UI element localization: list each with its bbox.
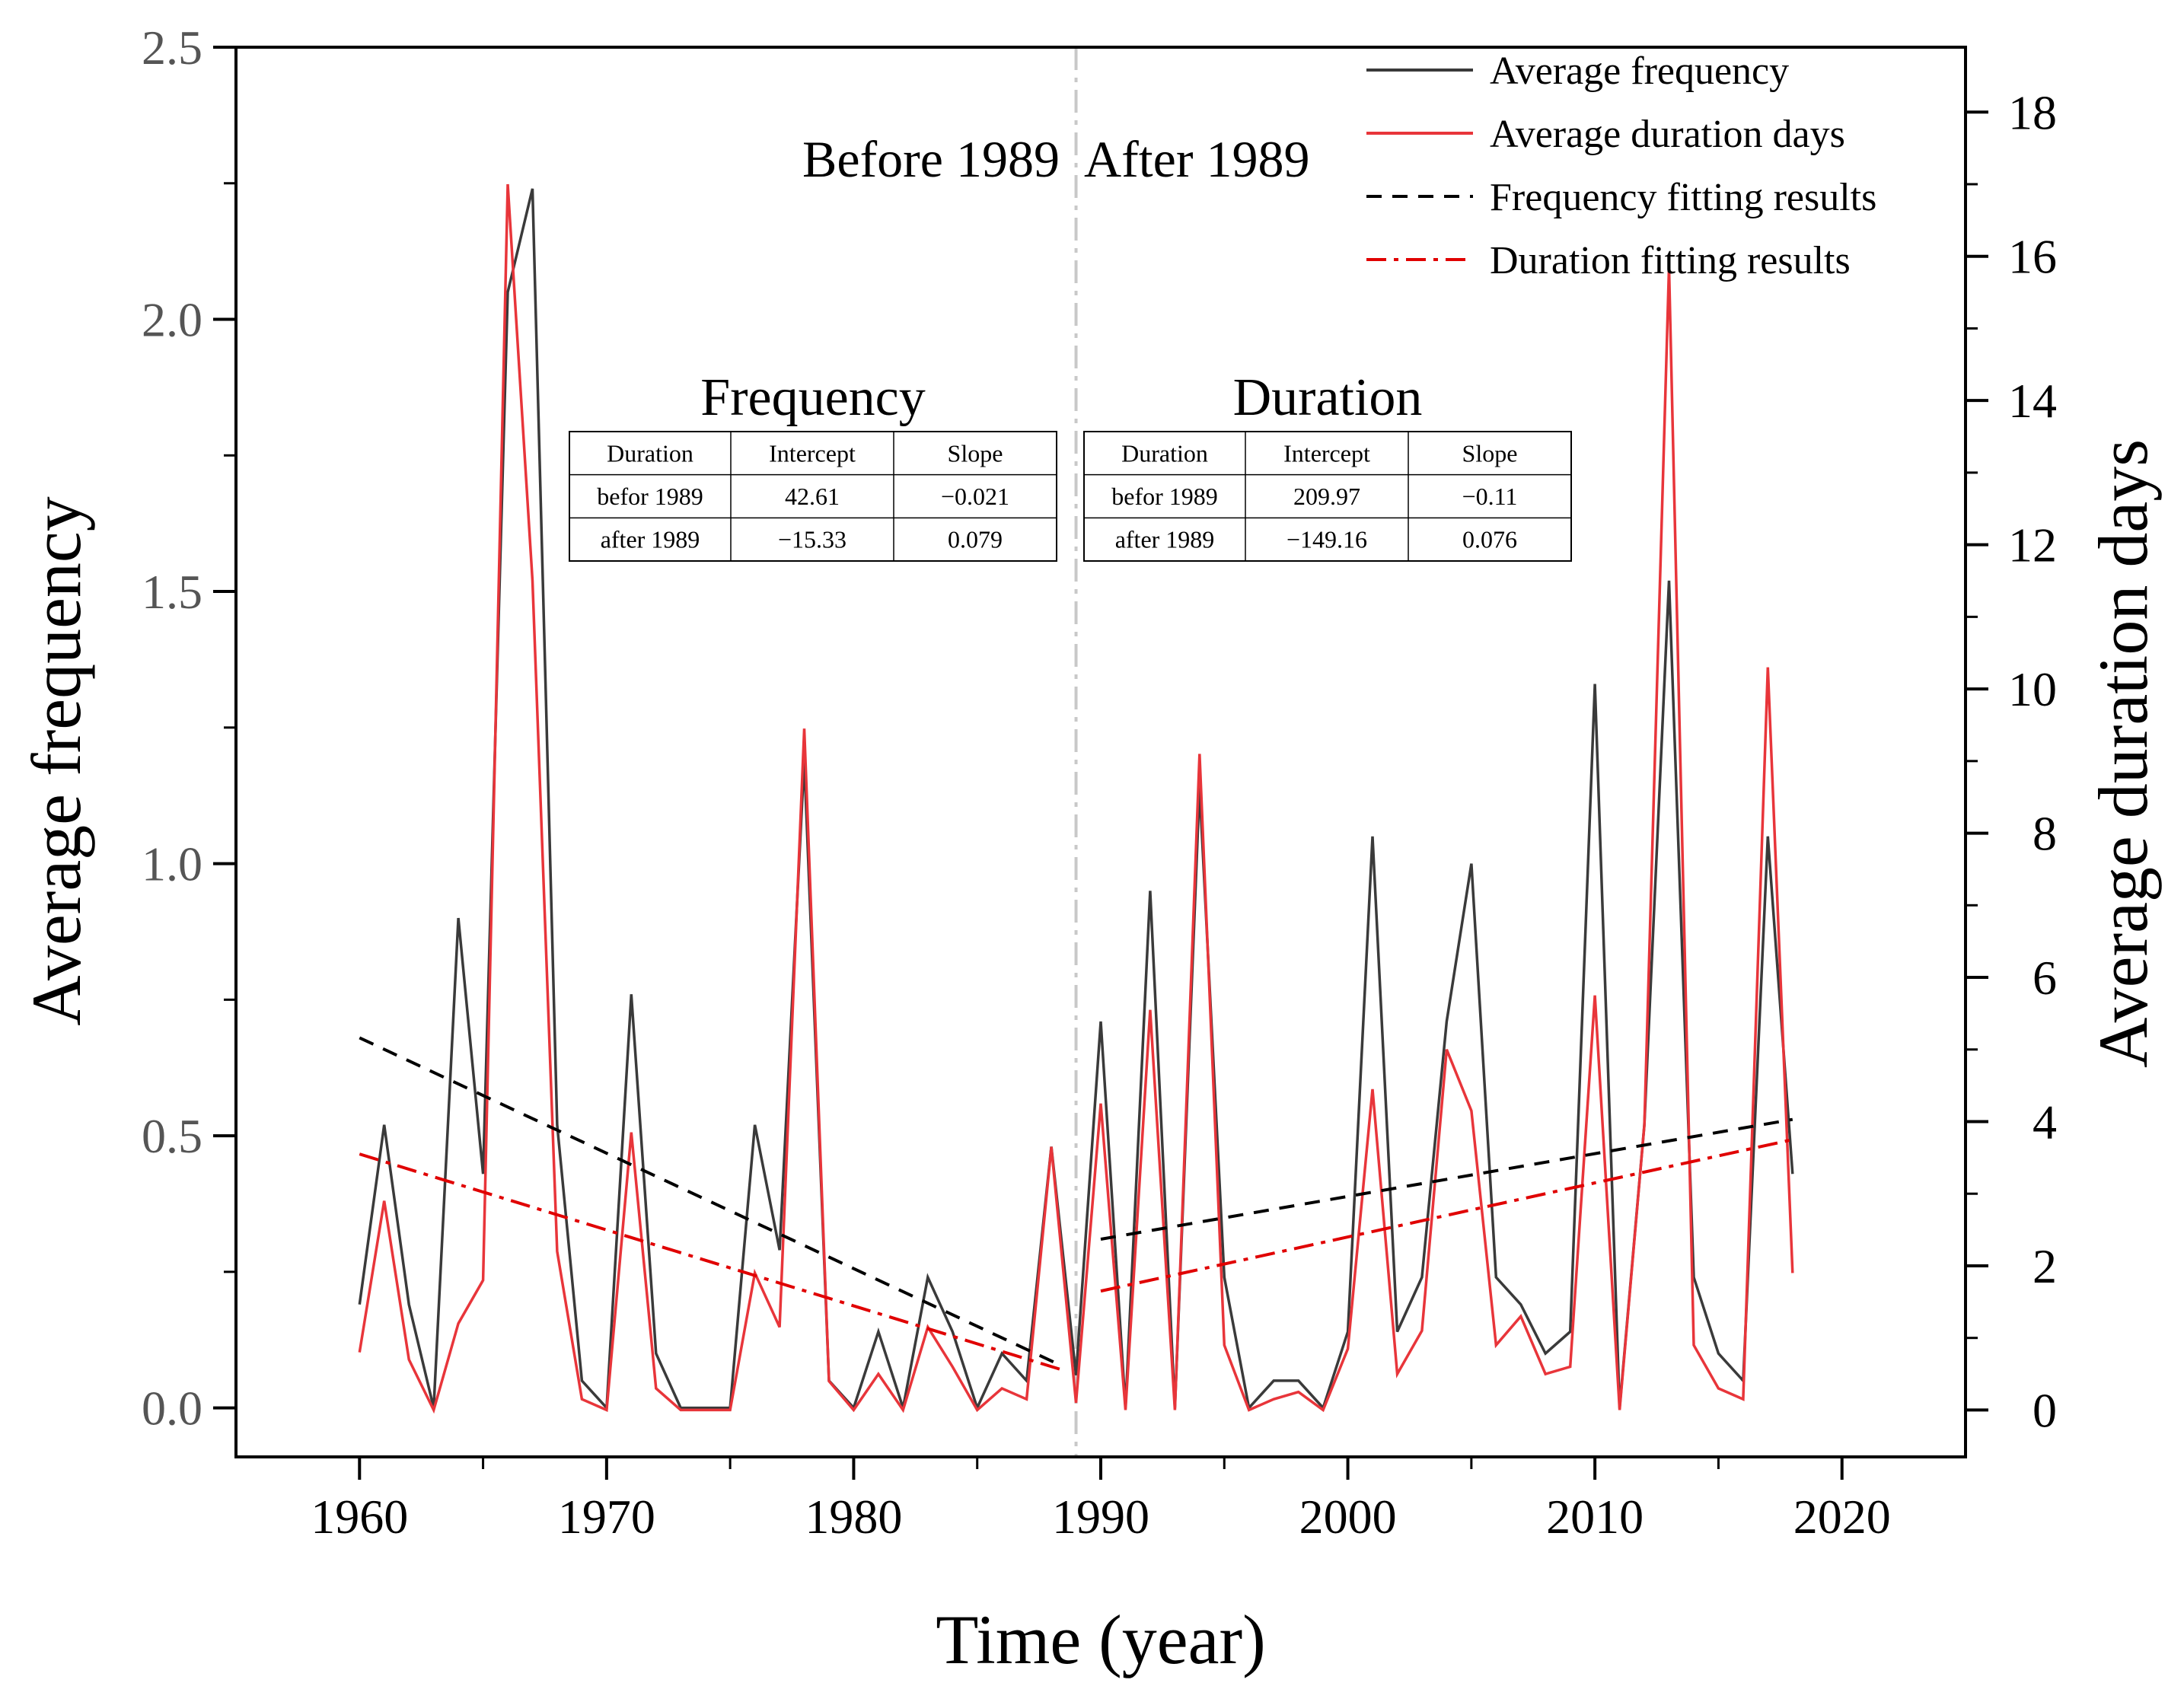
duration-fit-line-before: [359, 1152, 1064, 1372]
x-tick-label: 1980: [805, 1490, 902, 1544]
y2-tick-label: 12: [2008, 518, 2057, 572]
table-cell: −0.11: [1462, 483, 1518, 510]
axes: 1960 1970 1980 1990 2000 2010 20200.00.51.01.5…: [142, 21, 2057, 1544]
y2-axis-title: Average duration days: [2084, 439, 2162, 1068]
y2-tick-label: 10: [2008, 662, 2057, 716]
x-tick-label: 2000: [1299, 1490, 1397, 1544]
period-label-after: After 1989: [1084, 130, 1309, 188]
plot-area: [358, 47, 1794, 1457]
table-header-cell: Intercept: [1283, 439, 1370, 467]
y-tick-label: 1.5: [142, 565, 202, 619]
x-axis-title: Time (year): [936, 1601, 1266, 1678]
table-cell: −0.021: [941, 483, 1009, 510]
table-header-cell: Duration: [1121, 439, 1208, 467]
axis-titles: Time (year) Average frequency Average du…: [18, 130, 2162, 1678]
x-tick-label: 2010: [1546, 1490, 1644, 1544]
table-cell: befor 1989: [1111, 483, 1218, 510]
y2-tick-label: 16: [2008, 230, 2057, 284]
y-tick-label: 1.0: [142, 837, 202, 891]
table-cell: −15.33: [778, 526, 846, 553]
table-cell: befor 1989: [597, 483, 703, 510]
y2-tick-label: 14: [2008, 374, 2057, 428]
y-tick-label: 2.0: [142, 293, 202, 347]
duration-table: Duration Duration Intercept Slope befor 1989…: [1083, 368, 1572, 562]
y-tick-label: 2.5: [142, 21, 202, 75]
y2-tick-label: 6: [2033, 951, 2057, 1005]
y-tick-label: 0.0: [142, 1382, 202, 1436]
y2-tick-label: 2: [2033, 1239, 2057, 1293]
series-line-average-duration-days: [358, 183, 1794, 1414]
table-header-cell: Intercept: [769, 439, 856, 467]
legend-label: Duration fitting results: [1490, 239, 1851, 282]
table-cell: 42.61: [785, 483, 840, 510]
legend-label: Average frequency: [1490, 49, 1789, 93]
table-cell: after 1989: [601, 526, 700, 553]
table-header-cell: Slope: [1462, 439, 1518, 467]
y2-tick-label: 4: [2033, 1095, 2057, 1149]
x-tick-label: 1960: [311, 1490, 408, 1544]
x-tick-label: 2020: [1793, 1490, 1891, 1544]
duration-table-title: Duration: [1233, 368, 1423, 427]
frequency-fit-line-after: [1100, 1117, 1793, 1241]
period-label-before: Before 1989: [802, 130, 1060, 188]
x-tick-label: 1990: [1052, 1490, 1149, 1544]
y2-tick-label: 8: [2033, 807, 2057, 861]
table-cell: 209.97: [1293, 483, 1360, 510]
table-border: [1083, 431, 1572, 562]
y-axis-title: Average frequency: [18, 496, 95, 1026]
table-cell: 0.076: [1462, 526, 1517, 553]
legend-label: Average duration days: [1490, 113, 1845, 156]
table-cell: −149.16: [1286, 526, 1367, 553]
y2-tick-label: 0: [2033, 1383, 2057, 1437]
series-line-average-frequency: [358, 188, 1794, 1412]
frequency-table-title: Frequency: [700, 368, 925, 427]
legend-label: Frequency fitting results: [1490, 176, 1876, 219]
y2-tick-label: 18: [2008, 85, 2057, 139]
table-border: [569, 431, 1057, 562]
table-cell: after 1989: [1115, 526, 1215, 553]
table-header-cell: Slope: [948, 439, 1003, 467]
x-tick-label: 1970: [558, 1490, 655, 1544]
table-header-cell: Duration: [607, 439, 693, 467]
y-tick-label: 0.5: [142, 1109, 202, 1163]
legend: Average frequency Average duration days Fr…: [1366, 49, 1876, 282]
table-cell: 0.079: [948, 526, 1003, 553]
